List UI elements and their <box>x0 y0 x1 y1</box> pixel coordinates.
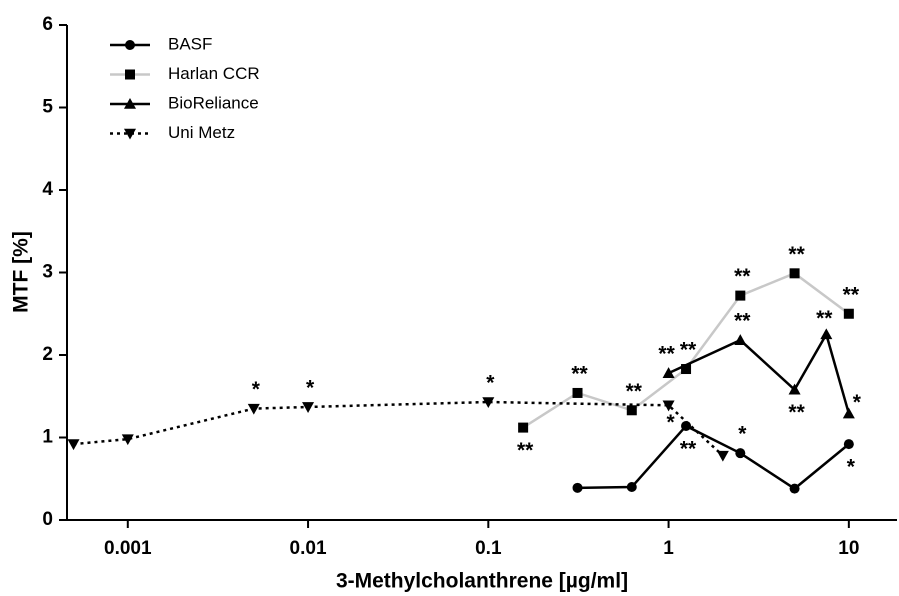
significance-label: ** <box>788 401 805 424</box>
marker <box>125 40 135 50</box>
significance-label: ** <box>680 339 697 362</box>
marker <box>788 383 801 395</box>
marker <box>121 434 134 446</box>
marker <box>518 422 529 433</box>
legend-label: Uni Metz <box>168 123 235 142</box>
marker <box>789 483 800 494</box>
significance-label: * <box>666 411 675 434</box>
significance-label: ** <box>517 439 534 462</box>
significance-label: * <box>853 391 862 414</box>
marker <box>626 405 637 416</box>
significance-label: * <box>738 423 747 446</box>
marker <box>716 450 729 462</box>
series-line <box>73 400 724 457</box>
marker <box>302 402 315 413</box>
x-tick-label: 0.1 <box>475 538 502 559</box>
y-tick-label: 2 <box>42 344 53 365</box>
series-line <box>577 424 850 491</box>
legend-label: BioReliance <box>168 93 259 112</box>
y-tick-label: 4 <box>42 179 53 200</box>
significance-label: * <box>847 456 856 479</box>
y-tick-label: 5 <box>42 97 53 118</box>
marker <box>843 308 854 319</box>
marker <box>734 334 747 345</box>
marker <box>125 69 135 80</box>
legend-label: Harlan CCR <box>168 64 260 83</box>
marker <box>842 407 855 419</box>
significance-label: * <box>486 372 495 395</box>
y-tick-label: 6 <box>42 14 53 35</box>
marker <box>482 397 495 409</box>
significance-label: ** <box>658 343 675 366</box>
marker <box>124 98 136 109</box>
marker <box>662 400 675 412</box>
significance-label: ** <box>734 310 751 333</box>
marker <box>735 290 746 301</box>
marker <box>843 439 854 450</box>
marker <box>247 403 260 415</box>
significance-label: ** <box>626 380 643 403</box>
significance-label: ** <box>816 307 833 330</box>
marker <box>789 268 800 279</box>
marker <box>124 128 136 140</box>
y-tick-label: 3 <box>42 262 53 283</box>
y-tick-label: 0 <box>42 509 53 530</box>
significance-label: ** <box>788 243 805 266</box>
x-tick-label: 10 <box>838 538 859 559</box>
x-tick-label: 1 <box>663 538 674 559</box>
significance-label: ** <box>680 437 697 460</box>
marker <box>572 387 583 398</box>
significance-label: ** <box>843 283 860 306</box>
marker <box>662 367 675 378</box>
marker <box>67 439 80 451</box>
x-axis-title: 3-Methylcholanthrene [µg/ml] <box>336 570 628 593</box>
marker <box>572 482 583 493</box>
x-tick-label: 0.01 <box>290 538 327 559</box>
significance-label: ** <box>734 265 751 288</box>
significance-label: * <box>306 377 315 400</box>
legend-label: BASF <box>168 34 212 53</box>
marker <box>820 328 833 340</box>
marker <box>626 482 637 492</box>
y-tick-label: 1 <box>42 427 53 448</box>
marker <box>735 448 746 459</box>
x-tick-label: 0.001 <box>104 538 152 559</box>
marker <box>681 364 692 375</box>
significance-label: * <box>252 378 261 401</box>
marker <box>681 420 692 431</box>
significance-label: ** <box>571 362 588 385</box>
y-axis-title: MTF [%] <box>10 231 33 313</box>
